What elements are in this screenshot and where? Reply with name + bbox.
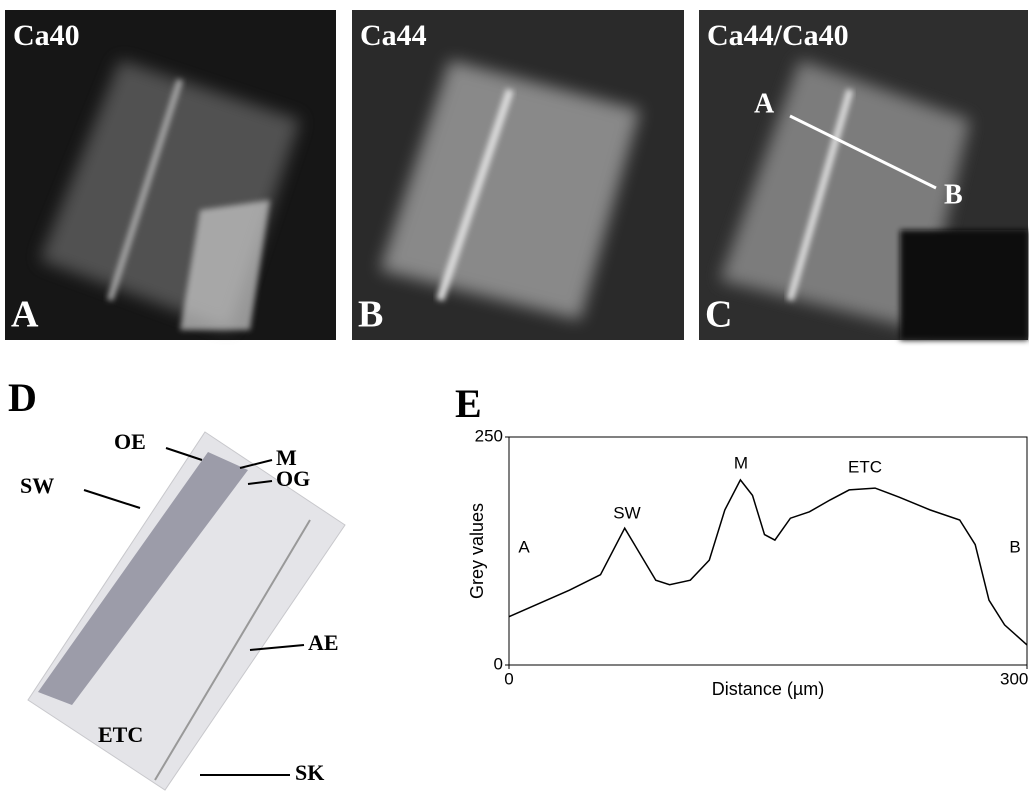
y-tick-label: 250: [475, 426, 503, 445]
x-tick-label: 0: [504, 669, 513, 688]
annotation: SW: [613, 503, 640, 522]
panel-a: [5, 10, 336, 340]
annotation: A: [518, 537, 530, 556]
annotation: AE: [308, 630, 339, 655]
annotation: OE: [114, 429, 146, 454]
data-line: [509, 480, 1027, 645]
plot-frame: [509, 437, 1027, 665]
line-label: B: [944, 179, 963, 210]
panel-c: [699, 10, 1028, 340]
x-tick-label: 300: [1000, 669, 1028, 688]
panel-b: [352, 10, 684, 340]
panel-letter: A: [11, 294, 39, 336]
panel-letter: B: [358, 294, 383, 336]
annotation: ETC: [98, 722, 143, 747]
panel-title: Ca44: [360, 19, 427, 52]
panel-title: Ca44/Ca40: [707, 19, 849, 52]
page: { "panels": [ {"letter": "A", "label": "…: [0, 0, 1029, 793]
annotation: B: [1009, 537, 1020, 556]
panel-title: Ca40: [13, 19, 80, 52]
panel-letter: D: [8, 375, 37, 420]
annotation: OG: [276, 466, 310, 491]
annotation: M: [734, 453, 748, 472]
annotation: ETC: [848, 457, 882, 476]
y-axis-label: Grey values: [467, 503, 487, 599]
annotation: SK: [295, 760, 324, 785]
line-label: A: [754, 88, 775, 119]
x-axis-label: Distance (µm): [712, 679, 824, 699]
panel-letter: E: [455, 381, 482, 426]
y-tick-label: 0: [494, 654, 503, 673]
dark-region: [900, 230, 1028, 340]
figure: Ca40 A Ca44 B Ca44/Ca40 C A B D OE M OG SW AE ETC SK E Di…: [0, 0, 1029, 793]
panel-letter: C: [705, 294, 732, 336]
annotation: SW: [20, 473, 54, 498]
arrow: [84, 490, 140, 508]
